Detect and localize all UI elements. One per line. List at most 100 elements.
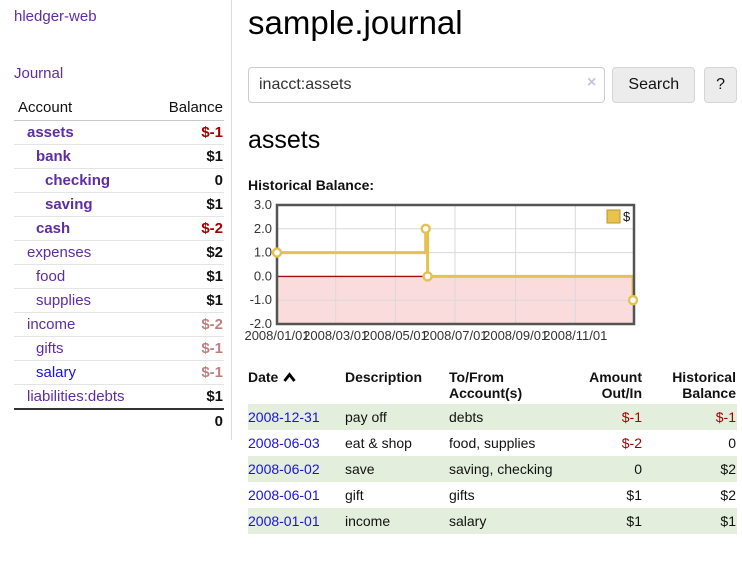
- svg-text:-2.0: -2.0: [250, 316, 272, 331]
- svg-text:2008/07/01: 2008/07/01: [422, 328, 487, 343]
- balance-column-header2: Historical Balance: [672, 368, 736, 401]
- account-link[interactable]: liabilities:debts: [27, 388, 125, 405]
- account-balance: $1: [150, 144, 224, 169]
- transaction-description: save: [345, 455, 449, 482]
- amount-column-header: Amount Out/In: [589, 368, 642, 401]
- account-row: salary $-1: [14, 360, 224, 385]
- account-balance: $2: [150, 240, 224, 265]
- svg-text:2008/01/01: 2008/01/01: [244, 328, 309, 343]
- transaction-date-link[interactable]: 2008-12-31: [248, 408, 320, 425]
- search-input[interactable]: [248, 66, 606, 103]
- account-row: checking 0: [14, 168, 224, 193]
- account-row: saving $1: [14, 192, 224, 217]
- account-link[interactable]: bank: [36, 148, 72, 165]
- transaction-amount: $-1: [558, 403, 643, 430]
- account-row: cash $-2: [14, 216, 224, 241]
- transaction-balance: 0: [728, 434, 736, 451]
- transaction-description: eat & shop: [345, 434, 412, 451]
- account-row: liabilities:debts $1: [14, 384, 224, 410]
- account-link[interactable]: checking: [45, 172, 111, 189]
- account-link[interactable]: cash: [36, 220, 71, 237]
- transaction-balance: $2: [643, 455, 737, 482]
- balance-column-header: Balance: [150, 96, 224, 121]
- current-account-heading: assets: [248, 125, 321, 154]
- account-link[interactable]: saving: [45, 196, 93, 213]
- account-balance: $-1: [150, 336, 224, 361]
- account-row: food $1: [14, 264, 224, 289]
- main-content: sample.journal × Search ? assets Histori…: [244, 0, 737, 534]
- search-bar: × Search ?: [248, 66, 737, 103]
- register-table: Date Description To/From Account(s) Amou…: [248, 366, 737, 534]
- account-link[interactable]: food: [36, 268, 66, 285]
- account-balance: 0: [150, 168, 224, 193]
- account-link[interactable]: expenses: [27, 244, 92, 261]
- account-row: bank $1: [14, 144, 224, 169]
- account-link[interactable]: gifts: [36, 340, 64, 357]
- account-link[interactable]: assets: [27, 124, 74, 141]
- accounts-balance-table: Account Balance assets $-1 bank $1 checking 0…: [14, 96, 224, 433]
- account-link[interactable]: income: [27, 316, 76, 333]
- account-balance: $1: [150, 264, 224, 289]
- app-brand-link[interactable]: hledger-web: [14, 8, 97, 25]
- transaction-accounts: saving, checking: [449, 455, 558, 482]
- historical-balance-chart: $3.0 2.0 1.0 0.0 -1.0 -2.0 2008/01/01 2008/03/0…: [244, 197, 737, 350]
- chart-title: Historical Balance:: [248, 176, 375, 193]
- register-row: 2008-06-02 save saving, checking 0 $2: [248, 455, 737, 482]
- account-balance: $-1: [150, 120, 224, 145]
- date-column-header[interactable]: Date: [248, 366, 345, 404]
- page-title: sample.journal: [248, 4, 463, 41]
- register-row: 2008-06-01 gift gifts $1 $2: [248, 482, 737, 508]
- sort-ascending-icon: [283, 372, 296, 382]
- transaction-date-link[interactable]: 2008-06-03: [248, 434, 320, 451]
- account-balance: $1: [150, 192, 224, 217]
- register-header-row: Date Description To/From Account(s) Amou…: [248, 366, 737, 404]
- account-balance: $1: [150, 384, 224, 410]
- account-row: supplies $1: [14, 288, 224, 313]
- svg-text:$: $: [623, 209, 631, 224]
- svg-text:-1.0: -1.0: [250, 292, 272, 307]
- svg-text:2008/09/01: 2008/09/01: [483, 328, 548, 343]
- transaction-date-link[interactable]: 2008-01-01: [248, 512, 320, 529]
- clear-search-icon[interactable]: ×: [587, 73, 597, 91]
- sidebar-item-journal[interactable]: Journal: [14, 65, 64, 82]
- search-button[interactable]: Search: [612, 66, 696, 103]
- register-row: 2008-06-03 eat & shop food, supplies $-2 0: [248, 430, 737, 456]
- transaction-amount: $-2: [621, 434, 642, 451]
- description-column-header: Description: [345, 368, 423, 385]
- transaction-description: gift: [345, 486, 364, 503]
- account-link[interactable]: supplies: [36, 292, 92, 309]
- chart-canvas: $3.0 2.0 1.0 0.0 -1.0 -2.02008/01/012008/03/0…: [244, 197, 639, 343]
- svg-text:0.0: 0.0: [254, 268, 272, 283]
- transaction-balance: $1: [643, 507, 737, 534]
- accounts-total-row: 0: [14, 408, 224, 433]
- account-balance: $-1: [150, 360, 224, 385]
- svg-text:2008/11/01: 2008/11/01: [543, 328, 607, 343]
- register-row: 2008-12-31 pay off debts $-1 $-1: [248, 403, 737, 430]
- transaction-date-link[interactable]: 2008-06-02: [248, 460, 320, 477]
- help-button[interactable]: ?: [704, 66, 737, 103]
- transaction-balance: $2: [720, 486, 736, 503]
- account-balance: $-2: [150, 312, 224, 337]
- svg-text:2008/03/01: 2008/03/01: [303, 328, 368, 343]
- account-row: assets $-1: [14, 120, 224, 145]
- transaction-accounts: salary: [449, 507, 558, 534]
- transaction-accounts: food, supplies: [449, 434, 536, 451]
- account-row: gifts $-1: [14, 336, 224, 361]
- transaction-amount: $1: [626, 486, 642, 503]
- account-column-header: Account: [14, 96, 151, 121]
- account-balance: $1: [150, 288, 224, 313]
- register-row: 2008-01-01 income salary $1 $1: [248, 507, 737, 534]
- svg-text:1.0: 1.0: [254, 245, 272, 260]
- account-row: income $-2: [14, 312, 224, 337]
- account-balance: $-2: [150, 216, 224, 241]
- svg-text:3.0: 3.0: [254, 197, 272, 212]
- transaction-date-link[interactable]: 2008-06-01: [248, 486, 320, 503]
- search-box: ×: [248, 66, 606, 103]
- account-link[interactable]: salary: [36, 364, 77, 381]
- transaction-balance: $-1: [643, 403, 737, 430]
- transaction-amount: 0: [558, 455, 643, 482]
- transaction-accounts: debts: [449, 403, 558, 430]
- transaction-accounts: gifts: [449, 486, 475, 503]
- svg-text:2.0: 2.0: [254, 221, 272, 236]
- accounts-column-header: To/From Account(s): [449, 368, 523, 401]
